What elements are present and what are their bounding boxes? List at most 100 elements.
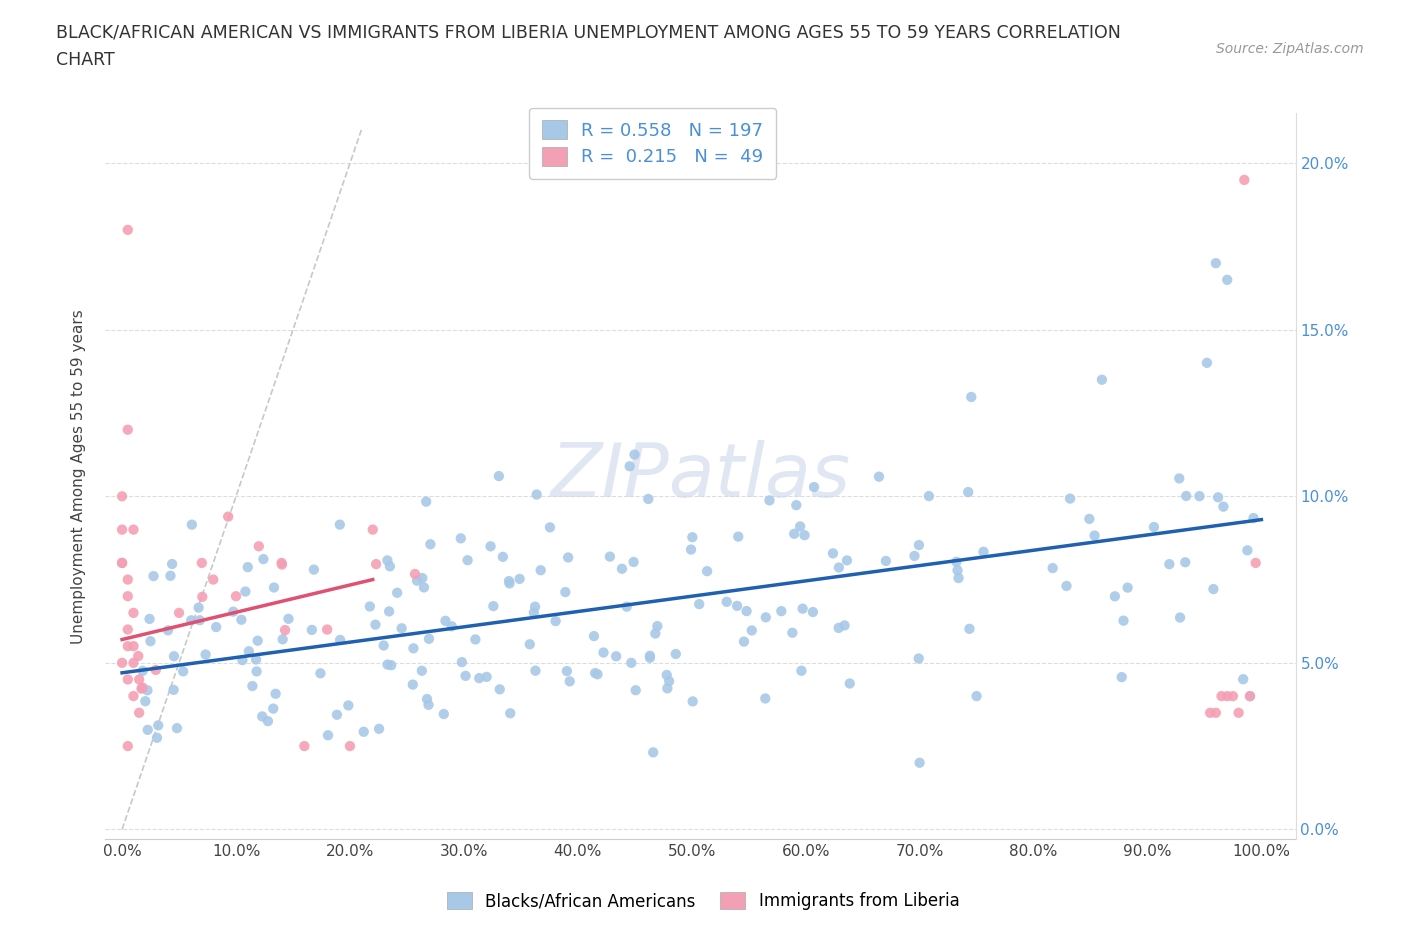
Point [558, 674, 581, 689]
Point [191, 555, 214, 570]
Point [557, 550, 579, 565]
Point [1222, 689, 1244, 704]
Point [117, 622, 139, 637]
Point [127, 648, 149, 663]
Point [122, 689, 145, 704]
Point [247, 538, 270, 553]
Text: Source: ZipAtlas.com: Source: ZipAtlas.com [1216, 42, 1364, 56]
Point [353, 724, 375, 739]
Point [433, 707, 456, 722]
Point [231, 653, 253, 668]
Point [785, 498, 807, 512]
Point [292, 738, 315, 753]
Point [610, 562, 633, 577]
Point [499, 706, 522, 721]
Point [727, 529, 749, 544]
Point [117, 589, 139, 604]
Point [264, 686, 287, 701]
Point [145, 662, 167, 677]
Point [637, 492, 659, 507]
Point [488, 469, 510, 484]
Point [665, 646, 688, 661]
Point [122, 639, 145, 654]
Point [647, 618, 669, 633]
Point [657, 681, 679, 696]
Y-axis label: Unemployment Among Ages 55 to 59 years: Unemployment Among Ages 55 to 59 years [72, 309, 86, 644]
Point [554, 585, 576, 600]
Point [194, 647, 217, 662]
Point [638, 650, 661, 665]
Point [758, 493, 780, 508]
Legend: Blacks/African Americans, Immigrants from Liberia: Blacks/African Americans, Immigrants fro… [440, 885, 966, 917]
Point [246, 633, 269, 648]
Point [1233, 172, 1256, 187]
Point [302, 562, 325, 577]
Point [908, 755, 931, 770]
Point [644, 626, 666, 641]
Point [172, 664, 194, 679]
Point [755, 610, 778, 625]
Point [187, 600, 209, 615]
Point [418, 631, 440, 646]
Point [682, 694, 704, 709]
Point [245, 652, 267, 667]
Point [821, 546, 844, 561]
Point [146, 730, 169, 745]
Point [1206, 490, 1229, 505]
Point [162, 683, 184, 698]
Point [122, 605, 145, 620]
Point [246, 664, 269, 679]
Point [908, 538, 931, 552]
Point [117, 639, 139, 654]
Point [337, 698, 360, 713]
Point [875, 553, 897, 568]
Point [1199, 705, 1222, 720]
Point [903, 549, 925, 564]
Point [191, 590, 214, 604]
Point [907, 651, 929, 666]
Point [1239, 689, 1261, 704]
Point [620, 656, 643, 671]
Point [402, 641, 425, 656]
Point [440, 618, 463, 633]
Point [117, 422, 139, 437]
Point [1143, 520, 1166, 535]
Point [136, 723, 159, 737]
Point [681, 530, 703, 545]
Point [380, 658, 402, 672]
Point [754, 691, 776, 706]
Point [464, 632, 486, 647]
Point [454, 669, 477, 684]
Point [803, 480, 825, 495]
Point [582, 629, 605, 644]
Point [434, 614, 457, 629]
Point [957, 485, 980, 499]
Point [339, 738, 361, 753]
Point [117, 672, 139, 687]
Point [834, 618, 856, 632]
Point [391, 621, 413, 636]
Point [329, 517, 352, 532]
Point [716, 594, 738, 609]
Point [451, 655, 474, 670]
Point [1174, 555, 1197, 570]
Point [180, 517, 202, 532]
Point [655, 668, 678, 683]
Point [1112, 613, 1135, 628]
Point [479, 538, 502, 553]
Point [468, 671, 491, 685]
Point [688, 597, 710, 612]
Point [136, 683, 159, 698]
Point [117, 572, 139, 587]
Point [139, 633, 162, 648]
Point [658, 673, 681, 688]
Point [202, 572, 225, 587]
Point [592, 645, 614, 660]
Point [117, 738, 139, 753]
Point [960, 390, 983, 405]
Point [599, 550, 621, 565]
Point [1195, 355, 1218, 370]
Point [271, 631, 294, 646]
Point [619, 458, 641, 473]
Point [415, 494, 437, 509]
